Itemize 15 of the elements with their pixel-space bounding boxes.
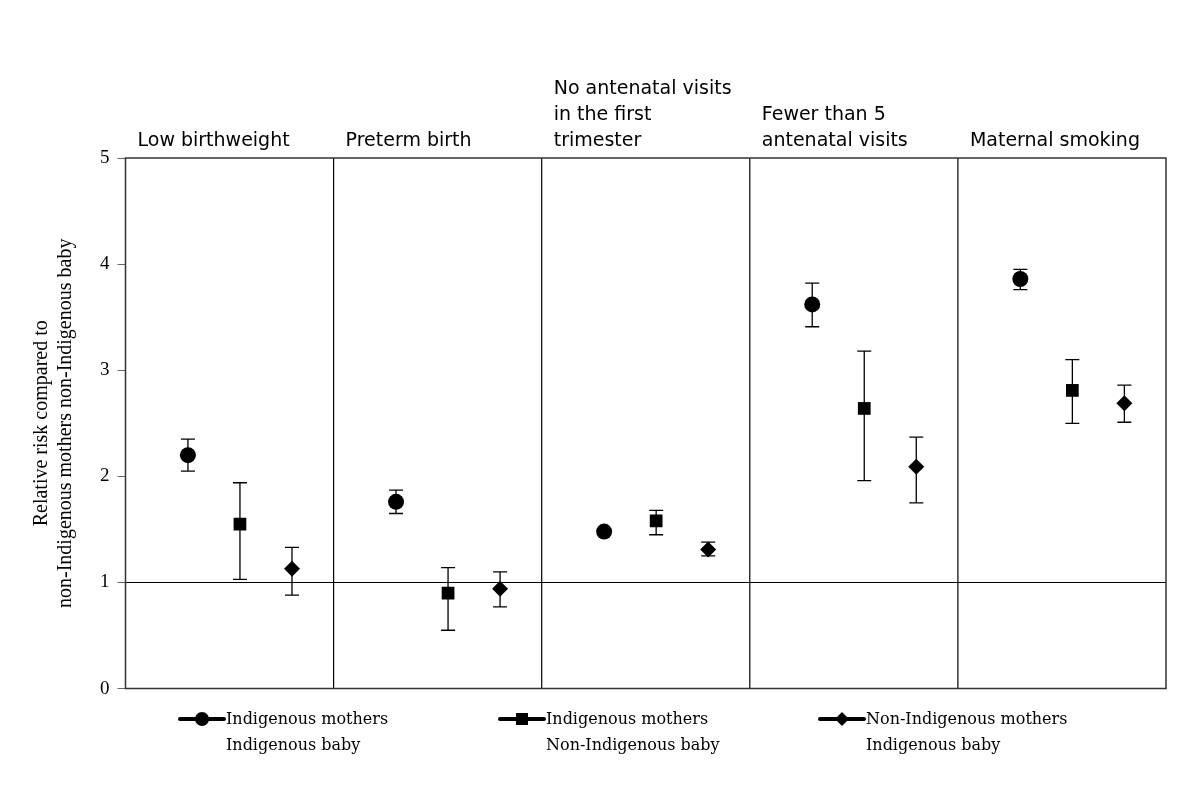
y-tick-label: 5 bbox=[100, 145, 110, 167]
legend-label: Indigenous mothers Indigenous baby bbox=[226, 708, 389, 756]
y-tick-label: 4 bbox=[100, 252, 110, 274]
x-tick-label: Low birthweight bbox=[137, 128, 290, 150]
x-tick-label: Preterm birth bbox=[345, 128, 472, 150]
x-tick-label: Fewer than 5 antenatal visits bbox=[761, 102, 908, 150]
y-tick-label: 1 bbox=[100, 570, 110, 592]
x-tick-label: No antenatal visits in the first trimester bbox=[553, 76, 732, 150]
x-tick-label: Maternal smoking bbox=[969, 128, 1140, 150]
legend-label: Non-Indigenous mothers Indigenous baby bbox=[866, 708, 1068, 756]
y-tick-label: 2 bbox=[100, 464, 110, 486]
y-axis-title: Relative risk compared to non-Indigenous mothers non-Indigenous baby bbox=[29, 238, 77, 608]
legend-label: Indigenous mothers Non-Indigenous baby bbox=[546, 708, 720, 756]
y-tick-label: 0 bbox=[100, 676, 110, 698]
y-tick-label: 3 bbox=[100, 358, 110, 380]
